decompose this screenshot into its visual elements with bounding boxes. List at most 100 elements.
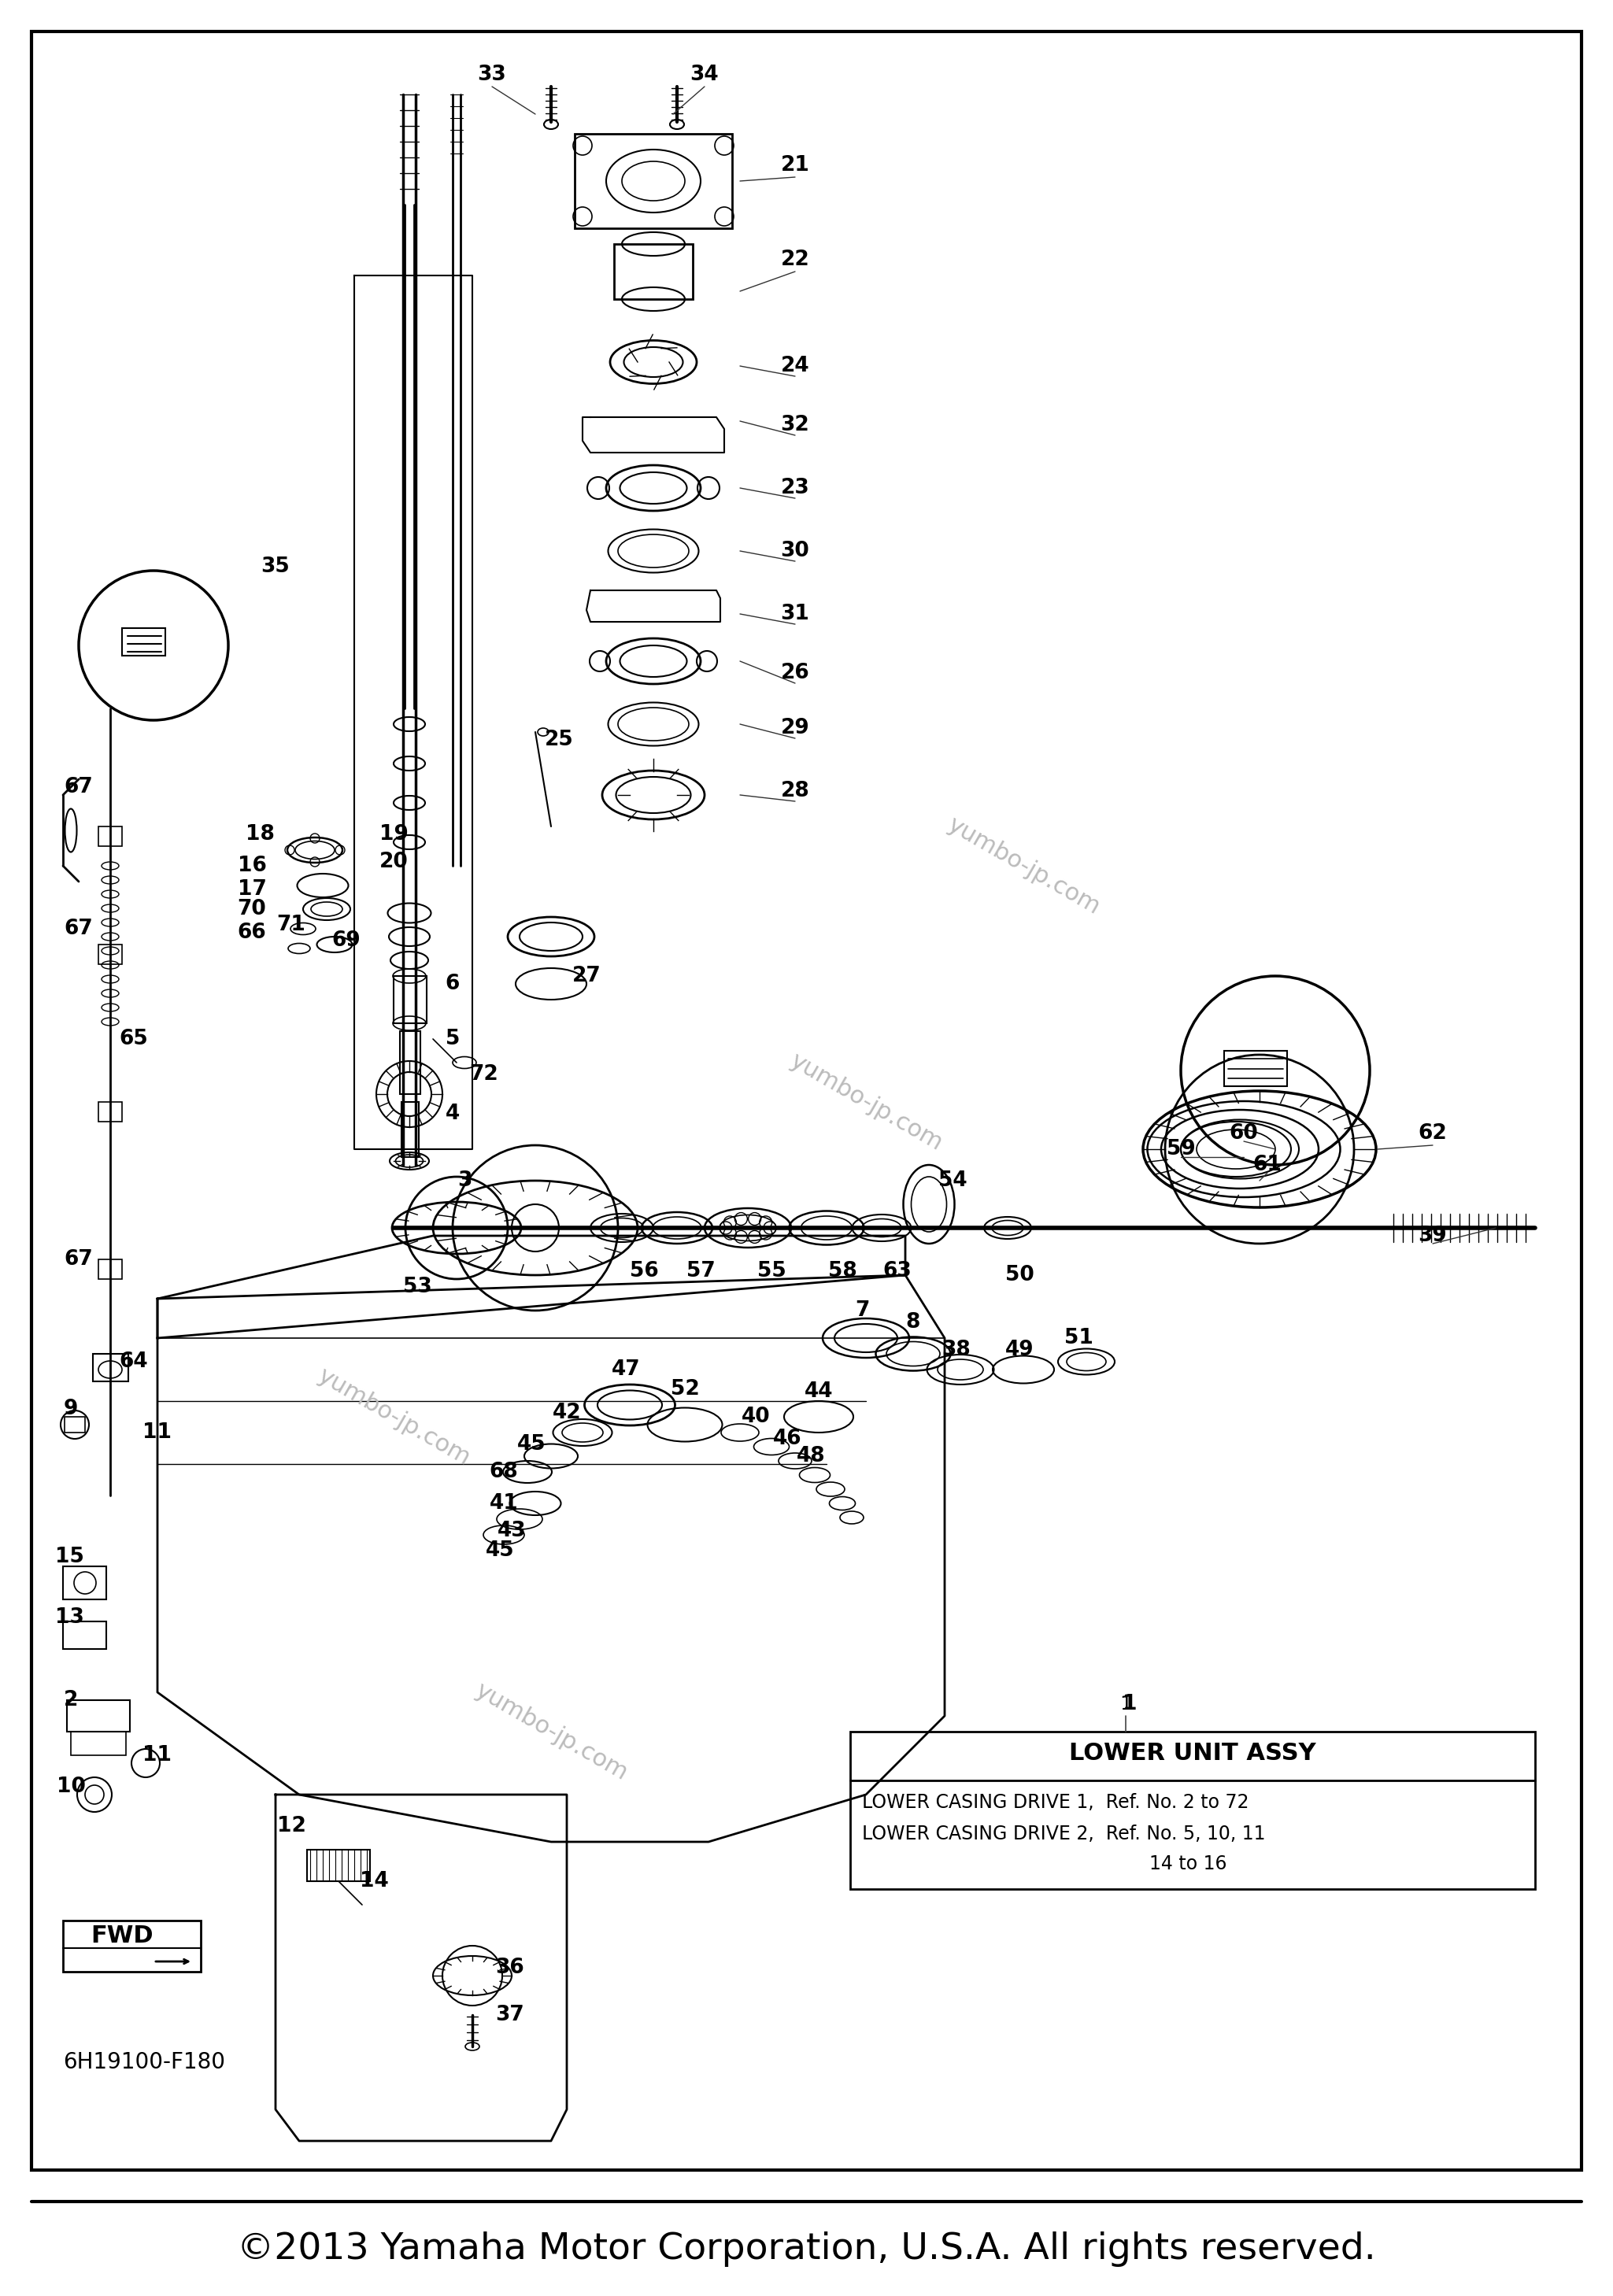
- Text: 17: 17: [237, 879, 266, 900]
- Text: 71: 71: [277, 914, 306, 934]
- Bar: [402, 1102, 419, 1157]
- Text: 28: 28: [781, 781, 810, 801]
- Text: 48: 48: [797, 1446, 826, 1467]
- Text: 30: 30: [781, 542, 810, 560]
- Bar: [63, 1919, 200, 1972]
- Bar: [400, 1031, 421, 1095]
- Text: 9: 9: [63, 1398, 77, 1419]
- Text: 35: 35: [261, 556, 290, 576]
- Text: 11: 11: [144, 1421, 173, 1442]
- Text: 15: 15: [55, 1548, 84, 1568]
- Text: 58: 58: [827, 1261, 857, 1281]
- Text: 45: 45: [516, 1435, 545, 1456]
- Text: 67: 67: [65, 776, 94, 797]
- Text: 18: 18: [245, 824, 274, 845]
- Text: 33: 33: [477, 64, 506, 85]
- Bar: [574, 133, 732, 227]
- Text: 51: 51: [1065, 1327, 1094, 1348]
- Text: 54: 54: [939, 1171, 966, 1192]
- Text: 31: 31: [781, 604, 810, 625]
- Text: 20: 20: [379, 852, 408, 872]
- Text: 7: 7: [855, 1300, 869, 1320]
- Text: 22: 22: [781, 250, 810, 271]
- Text: ©2013 Yamaha Motor Corporation, U.S.A. All rights reserved.: ©2013 Yamaha Motor Corporation, U.S.A. A…: [237, 2232, 1376, 2266]
- Text: 68: 68: [489, 1463, 518, 1483]
- Text: 8: 8: [907, 1311, 921, 1332]
- Text: 56: 56: [629, 1261, 658, 1281]
- Text: 26: 26: [781, 664, 810, 684]
- Bar: [306, 1851, 369, 1880]
- Text: yumbo-jp.com: yumbo-jp.com: [786, 1049, 947, 1155]
- Text: 57: 57: [686, 1261, 715, 1281]
- Text: LOWER CASING DRIVE 1,  Ref. No. 2 to 72: LOWER CASING DRIVE 1, Ref. No. 2 to 72: [861, 1793, 1248, 1812]
- Text: 1: 1: [1123, 1694, 1137, 1715]
- Bar: [123, 629, 165, 657]
- Text: 44: 44: [805, 1382, 832, 1403]
- Bar: [98, 1102, 123, 1123]
- Text: 60: 60: [1229, 1123, 1258, 1143]
- Text: 37: 37: [495, 2004, 524, 2025]
- Bar: [65, 1417, 85, 1433]
- Text: 64: 64: [119, 1352, 148, 1373]
- Text: LOWER UNIT ASSY: LOWER UNIT ASSY: [1069, 1743, 1316, 1766]
- Text: 29: 29: [781, 719, 810, 739]
- Text: 11: 11: [144, 1745, 173, 1766]
- Text: 23: 23: [781, 478, 810, 498]
- Text: 5: 5: [445, 1029, 460, 1049]
- Text: 27: 27: [573, 967, 602, 987]
- Bar: [66, 1699, 131, 1731]
- Text: 65: 65: [119, 1029, 148, 1049]
- Text: 13: 13: [55, 1607, 84, 1628]
- Text: 32: 32: [781, 416, 810, 436]
- Text: 67: 67: [65, 918, 94, 939]
- Text: 49: 49: [1005, 1339, 1034, 1359]
- Bar: [98, 827, 123, 847]
- Bar: [850, 1731, 1536, 1890]
- Text: 19: 19: [379, 824, 408, 845]
- Text: yumbo-jp.com: yumbo-jp.com: [313, 1364, 474, 1469]
- Text: 63: 63: [882, 1261, 911, 1281]
- Text: 43: 43: [497, 1520, 526, 1541]
- Text: 69: 69: [332, 930, 361, 951]
- Text: 59: 59: [1166, 1139, 1195, 1159]
- Bar: [98, 944, 123, 964]
- Text: 53: 53: [403, 1277, 432, 1297]
- Bar: [63, 1621, 106, 1649]
- Text: 62: 62: [1418, 1123, 1447, 1143]
- Text: 10: 10: [56, 1777, 85, 1798]
- Text: 46: 46: [773, 1428, 802, 1449]
- Text: 24: 24: [781, 356, 810, 377]
- Text: 50: 50: [1005, 1265, 1034, 1286]
- Text: 14 to 16: 14 to 16: [1150, 1855, 1227, 1874]
- Bar: [71, 1731, 126, 1754]
- Text: 41: 41: [489, 1492, 518, 1513]
- Text: 6H19100-F180: 6H19100-F180: [63, 2050, 226, 2073]
- Text: 66: 66: [237, 923, 266, 944]
- Bar: [1224, 1052, 1287, 1086]
- Text: 70: 70: [237, 898, 266, 918]
- Text: 2: 2: [63, 1690, 77, 1711]
- Text: 52: 52: [671, 1380, 700, 1401]
- Text: 45: 45: [486, 1541, 515, 1561]
- Text: 47: 47: [611, 1359, 640, 1380]
- Text: yumbo-jp.com: yumbo-jp.com: [944, 813, 1103, 918]
- Text: 21: 21: [781, 156, 810, 174]
- Text: 39: 39: [1418, 1226, 1447, 1247]
- Text: 38: 38: [942, 1339, 971, 1359]
- Text: 4: 4: [445, 1104, 460, 1125]
- Text: FWD: FWD: [90, 1924, 153, 1947]
- Text: 3: 3: [456, 1171, 471, 1192]
- Text: 14: 14: [360, 1871, 389, 1892]
- Text: 40: 40: [742, 1407, 769, 1428]
- Text: 12: 12: [277, 1816, 306, 1837]
- Text: 1: 1: [1119, 1694, 1132, 1713]
- Text: 55: 55: [756, 1261, 786, 1281]
- Bar: [394, 976, 427, 1024]
- Text: 16: 16: [237, 856, 266, 877]
- Text: LOWER CASING DRIVE 2,  Ref. No. 5, 10, 11: LOWER CASING DRIVE 2, Ref. No. 5, 10, 11: [861, 1825, 1266, 1844]
- Text: 61: 61: [1253, 1155, 1282, 1176]
- Bar: [63, 1566, 106, 1600]
- Text: 42: 42: [552, 1403, 581, 1424]
- Text: 6: 6: [445, 974, 460, 994]
- Text: 25: 25: [545, 730, 573, 751]
